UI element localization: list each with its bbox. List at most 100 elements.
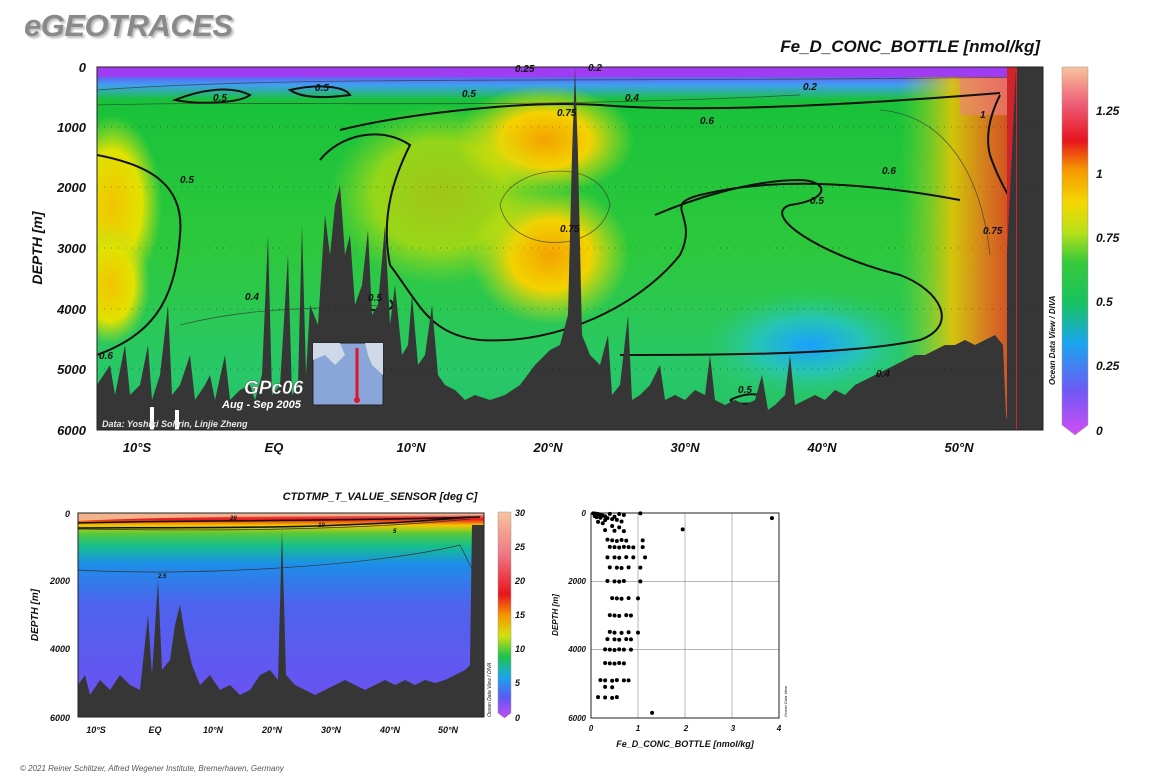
x-tick-label: 0: [589, 724, 594, 733]
contour-label: 0.6: [700, 116, 714, 127]
scatter-point: [628, 613, 633, 618]
scatter-point: [624, 555, 629, 560]
scatter-point: [596, 695, 601, 700]
scatter-point: [592, 514, 597, 519]
scatter-point: [607, 647, 612, 652]
scatter-point: [603, 684, 608, 689]
odv-side-label: Ocean Data View: [783, 685, 788, 717]
cruise-name: GPc06: [244, 378, 304, 399]
scatter-point: [626, 678, 631, 683]
scatter-point: [628, 647, 633, 652]
x-tick-label: 20°N: [532, 440, 563, 455]
cruise-map-inset: [312, 342, 384, 406]
scatter-point: [610, 523, 615, 528]
fe-profile-scatter: 0 2000 4000 6000 DEPTH [m] 0 1 2 3 4 Fe_…: [551, 509, 788, 749]
temperature-title: CTDTMP_T_VALUE_SENSOR [deg C]: [283, 491, 478, 503]
scatter-point: [617, 660, 622, 665]
scatter-point: [640, 538, 645, 543]
x-axis-label: Fe_D_CONC_BOTTLE [nmol/kg]: [616, 739, 755, 749]
scatter-point: [612, 661, 617, 666]
scatter-point: [769, 516, 774, 521]
contour-label: 2.5: [157, 574, 167, 580]
colorbar-tick: 1: [1096, 167, 1103, 181]
fe-section-title: Fe_D_CONC_BOTTLE [nmol/kg]: [780, 37, 1040, 56]
scatter-point: [605, 578, 610, 583]
contour-label: 5: [393, 529, 397, 535]
scatter-point: [624, 613, 629, 618]
colorbar-tick: 25: [514, 542, 526, 552]
colorbar-tick: 30: [515, 508, 525, 518]
scatter-point: [640, 545, 645, 550]
contour-label: 0.5: [810, 196, 824, 207]
temperature-colorbar: 30 25 20 15 10 5 0: [497, 508, 526, 723]
contour-label: 0.5: [180, 175, 194, 186]
scatter-point: [636, 630, 640, 635]
x-tick-label: 3: [731, 724, 736, 733]
odv-side-label: Ocean Data View / DIVA: [487, 662, 493, 717]
scatter-point: [612, 630, 617, 635]
scatter-point: [626, 596, 631, 601]
y-tick-label: 6000: [50, 713, 70, 723]
colorbar-tick: 0.5: [1096, 295, 1113, 309]
scatter-point: [603, 518, 608, 523]
x-tick-label: 40°N: [806, 440, 837, 455]
x-tick-label: 30°N: [321, 725, 342, 735]
scatter-point: [621, 661, 626, 666]
x-tick-label: 10°S: [86, 725, 106, 735]
x-tick-label: 50°N: [438, 725, 459, 735]
contour-label: 0.5: [368, 293, 382, 304]
scatter-point: [612, 613, 617, 618]
y-tick-label: 0: [65, 509, 70, 519]
contour-label: 0.25: [515, 64, 535, 75]
scatter-point: [610, 538, 615, 543]
x-tick-label: 1: [636, 724, 641, 733]
x-tick-label: 10°N: [396, 440, 426, 455]
scatter-point: [621, 678, 626, 683]
scatter-point: [612, 555, 617, 560]
colorbar-tick: 1.25: [1096, 104, 1120, 118]
x-tick-label: EQ: [148, 725, 161, 735]
scatter-point: [617, 647, 622, 652]
scatter-point: [617, 555, 622, 560]
scatter-point: [619, 537, 624, 542]
contour-label: 0.5: [738, 385, 752, 396]
scatter-point: [607, 629, 612, 634]
x-tick-label: 10°N: [203, 725, 224, 735]
contour-label: 0.75: [560, 224, 580, 235]
scatter-point: [612, 637, 617, 642]
contour-label: 10: [318, 523, 325, 529]
x-tick-label: 20°N: [261, 725, 283, 735]
y-tick-label: 2000: [49, 576, 70, 586]
colorbar-tick: 15: [515, 610, 526, 620]
scatter-point: [610, 596, 615, 601]
scatter-point: [614, 517, 619, 522]
contour-label: 0.5: [315, 83, 329, 94]
data-credit: Data: Yoshiki Sohrin, Linjie Zheng: [102, 419, 248, 429]
scatter-point: [612, 648, 617, 653]
scatter-point: [614, 695, 619, 700]
y-tick-label: 3000: [57, 241, 87, 256]
scatter-point: [603, 528, 608, 533]
scatter-point: [621, 529, 626, 534]
scatter-point: [607, 565, 612, 570]
scatter-frame: [590, 512, 780, 719]
contour-label: 1: [980, 110, 986, 121]
scatter-point: [638, 565, 643, 570]
scatter-point: [621, 578, 626, 583]
y-axis-label: DEPTH [m]: [30, 588, 41, 641]
x-tick-label: 10°S: [123, 440, 152, 455]
scatter-point: [598, 515, 603, 520]
scatter-point: [603, 660, 608, 665]
scatter-point: [610, 695, 615, 700]
scatter-point: [605, 555, 610, 560]
contour-label: 0.5: [213, 93, 227, 104]
scatter-point: [631, 555, 636, 560]
y-tick-label: 4000: [49, 644, 70, 654]
scatter-point: [621, 647, 626, 652]
scatter-point: [603, 695, 608, 700]
contour-label: 0.6: [882, 166, 896, 177]
x-tick-label: 50°N: [944, 440, 974, 455]
scatter-points: [591, 511, 774, 715]
y-tick-label: 2000: [567, 577, 586, 586]
scatter-point: [612, 514, 617, 519]
